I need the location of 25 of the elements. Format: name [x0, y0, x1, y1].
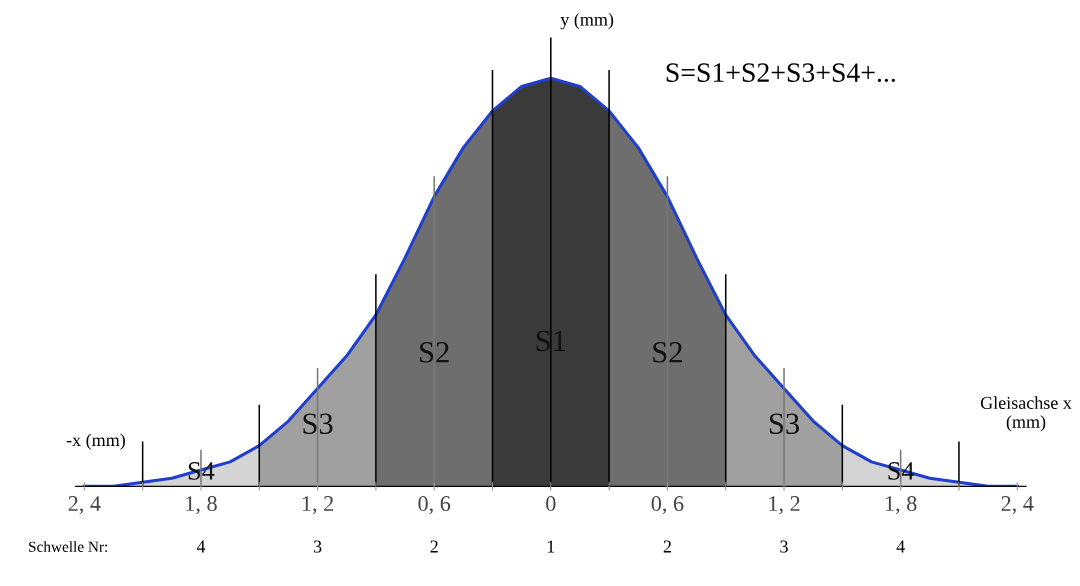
x-tick-label: 0, 6 — [418, 496, 451, 515]
text: 4 — [896, 540, 905, 553]
annotation: -x (mm) — [66, 433, 125, 450]
text: Schwelle Nr: — [29, 541, 108, 552]
x-tick-label: 1, 8 — [885, 496, 917, 515]
series-label: S3 — [303, 413, 333, 435]
text: 3 — [313, 540, 322, 553]
x-tick-label: 2, 4 — [1001, 496, 1034, 515]
text: 4 — [196, 540, 206, 553]
x-tick-label: 2, 4 — [68, 496, 101, 515]
series-label: S2 — [653, 342, 682, 363]
annotation: S=S1+S2+S3+S4+... — [666, 63, 895, 83]
x-tick-label: 0 — [546, 496, 556, 512]
text: 2 — [430, 540, 438, 553]
series-label: S2 — [420, 342, 449, 363]
text: 2 — [663, 540, 671, 553]
series-label: S3 — [769, 413, 799, 435]
text: 1 — [547, 540, 555, 553]
x-tick-label: 0, 6 — [651, 496, 684, 515]
x-tick-label: 1, 2 — [302, 496, 334, 515]
y-axis-title: y (mm) — [560, 12, 614, 30]
text: 3 — [780, 540, 788, 553]
x-axis-title: Gleisachse x (mm) — [980, 396, 1072, 432]
x-tick-label: 1, 8 — [186, 496, 217, 515]
x-tick-label: 1, 2 — [769, 496, 800, 515]
